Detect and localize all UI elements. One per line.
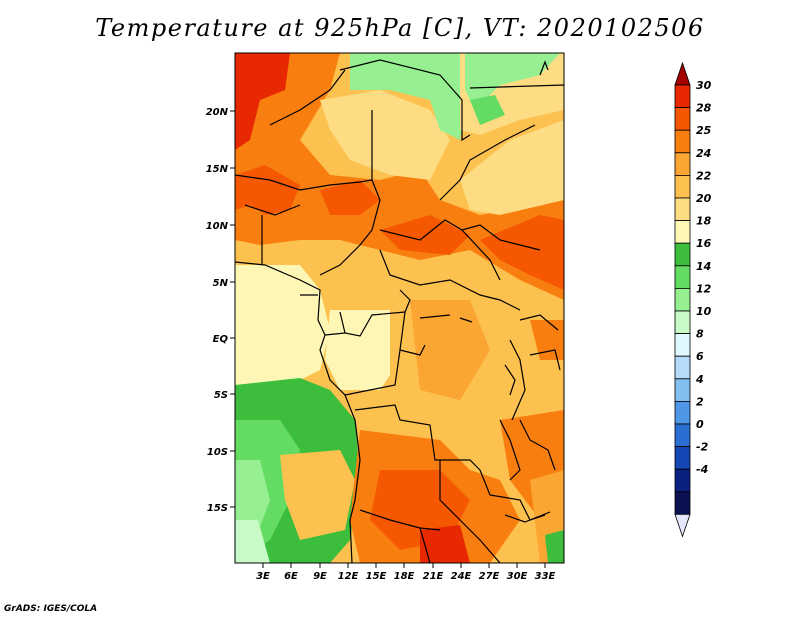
colorbar-label: 4: [695, 373, 704, 386]
colorbar-label: 25: [696, 124, 712, 137]
lat-tick-label: 5N: [213, 278, 229, 289]
colorbar-label: 20: [696, 192, 712, 205]
colorbar-label: 6: [696, 350, 704, 363]
credit-label: GrADS: IGES/COLA: [4, 604, 98, 614]
temperature-field: [235, 53, 564, 563]
colorbar-label: -4: [696, 463, 708, 476]
lon-tick-label: 24E: [451, 571, 472, 582]
colorbar-swatch: [674, 423, 691, 448]
lat-tick-label: EQ: [213, 334, 229, 345]
lon-tick-label: 33E: [535, 571, 556, 582]
map-frame: [234, 52, 565, 564]
colorbar-label: 2: [696, 395, 704, 408]
colorbar-label: 18: [696, 215, 712, 228]
colorbar-swatch: [674, 174, 691, 199]
colorbar-label: 14: [696, 260, 711, 273]
lat-tick-label: 20N: [206, 107, 229, 118]
lon-tick-label: 15E: [366, 571, 387, 582]
colorbar-swatch: [674, 287, 691, 312]
chart-title: Temperature at 925hPa [C], VT: 202010250…: [95, 14, 705, 42]
colorbar-swatch: [674, 491, 691, 515]
colorbar-label: 8: [696, 328, 704, 341]
colorbar-swatch: [674, 84, 691, 109]
colorbar-top-arrow: [674, 61, 691, 86]
lat-tick-label: 15N: [206, 164, 229, 175]
colorbar-swatch: [674, 333, 691, 357]
colorbar-swatch: [674, 152, 691, 176]
lat-tick-label: 10N: [206, 221, 229, 232]
longitude-axis: 3E 6E 9E 12E 15E 18E 21E 24E 27E 30E 33E: [256, 563, 556, 582]
lon-tick-label: 6E: [284, 571, 298, 582]
colorbar-swatch: [674, 265, 691, 289]
latitude-axis: 20N 15N 10N 5N EQ 5S 10S 15S: [206, 107, 235, 514]
colorbar-label: 28: [696, 102, 712, 115]
lon-tick-label: 9E: [313, 571, 327, 582]
lat-tick-label: 15S: [207, 503, 228, 514]
colorbar-swatch: [674, 197, 691, 222]
colorbar-label: 22: [696, 169, 712, 182]
colorbar-label: 12: [696, 282, 712, 295]
colorbar-swatch: [674, 242, 691, 267]
lon-tick-label: 18E: [394, 571, 415, 582]
colorbar-label: 24: [696, 147, 711, 160]
lon-tick-label: 3E: [256, 571, 270, 582]
colorbar-swatch: [674, 355, 691, 380]
lat-tick-label: 10S: [207, 447, 228, 458]
colorbar-swatch: [674, 107, 691, 131]
colorbar-label: -2: [696, 441, 709, 454]
colorbar-label: 16: [696, 237, 712, 250]
colorbar-swatch: [674, 220, 691, 244]
colorbar-swatch: [674, 468, 691, 493]
colorbar-swatch: [674, 310, 691, 335]
colorbar-label: 0: [696, 418, 704, 431]
lon-tick-label: 21E: [423, 571, 444, 582]
colorbar-swatch: [674, 446, 691, 470]
country-borders: [235, 59, 564, 563]
colorbar-swatch: [674, 129, 691, 154]
lon-tick-label: 30E: [507, 571, 528, 582]
colorbar-swatch: [674, 400, 691, 425]
lon-tick-label: 27E: [479, 571, 500, 582]
lon-tick-label: 12E: [338, 571, 359, 582]
colorbar-swatch: [674, 378, 691, 402]
lat-tick-label: 5S: [214, 390, 228, 401]
colorbar-label: 30: [696, 79, 712, 92]
colorbar-bottom-arrow: [674, 514, 691, 538]
colorbar-label: 10: [696, 305, 712, 318]
